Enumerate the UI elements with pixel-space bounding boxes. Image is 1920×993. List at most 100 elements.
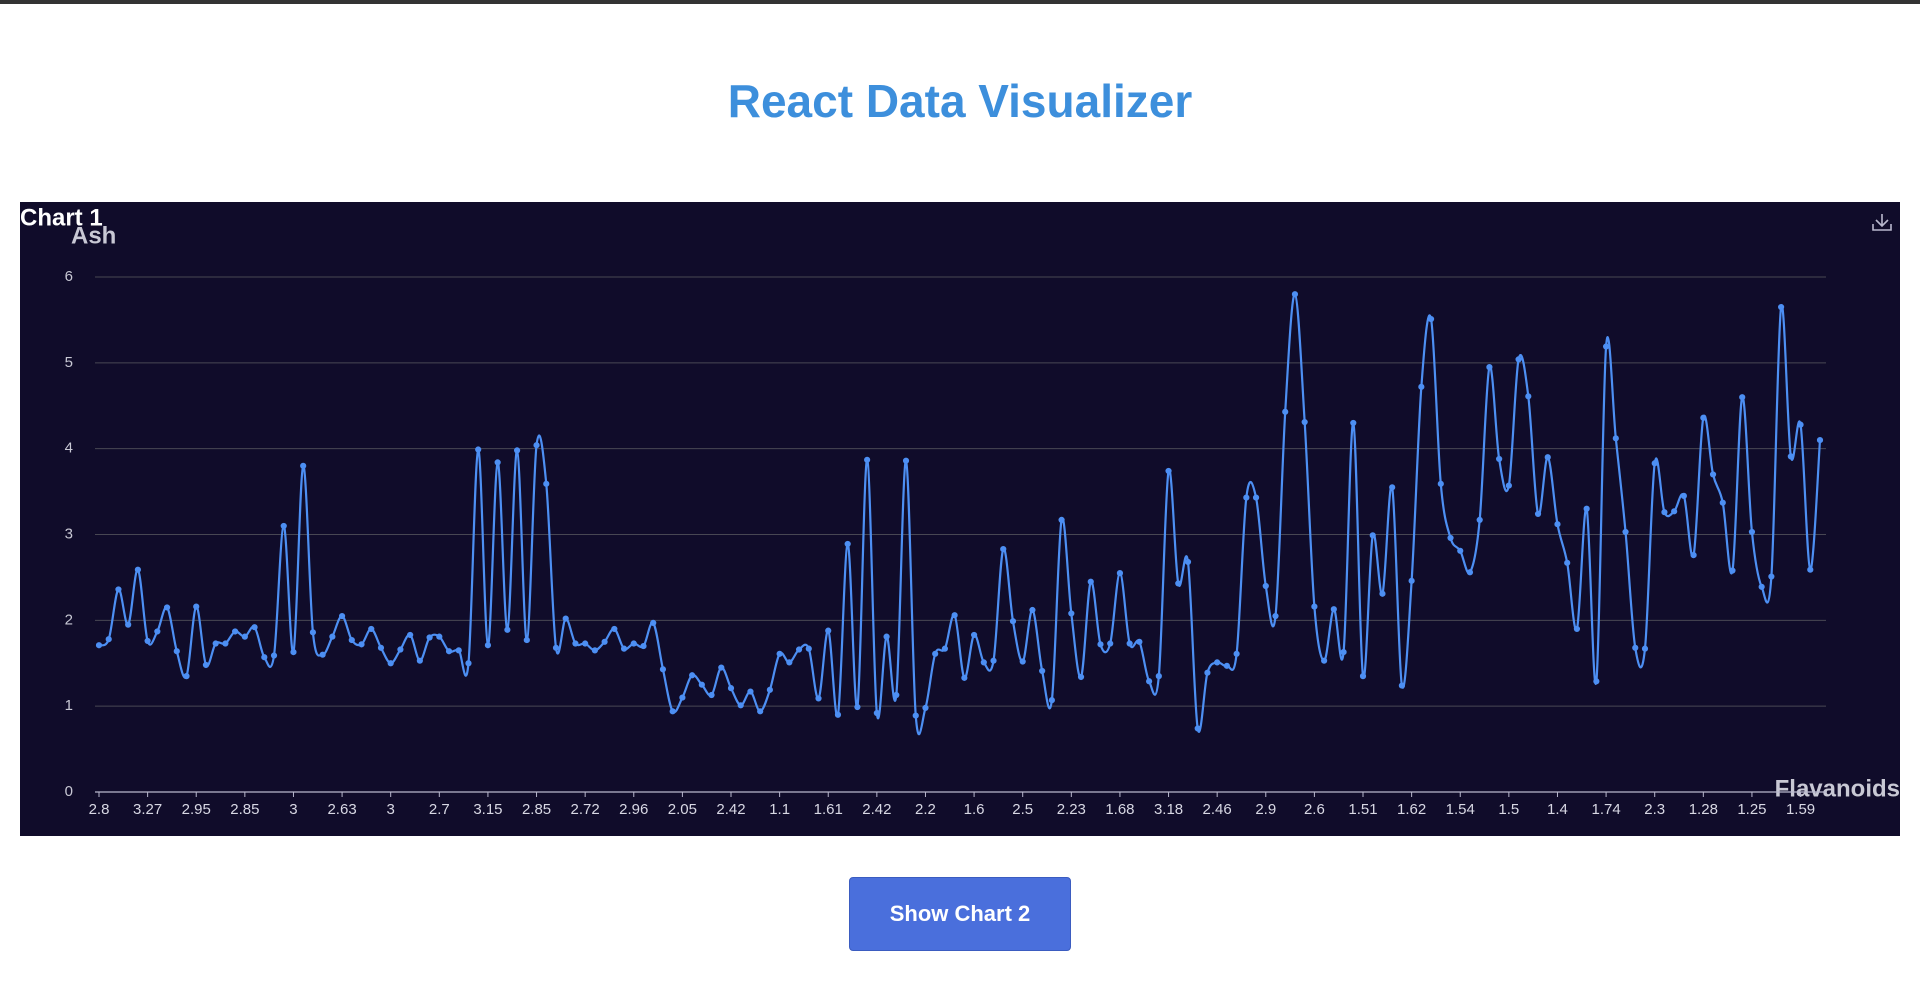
- data-point: [698, 681, 705, 688]
- data-point: [1612, 435, 1619, 442]
- x-axis-name: Flavanoids: [1775, 775, 1900, 802]
- data-point: [611, 625, 618, 633]
- data-point: [1321, 657, 1328, 664]
- data-point: [1544, 454, 1551, 461]
- data-point: [1077, 673, 1085, 681]
- data-point: [125, 621, 132, 628]
- data-point: [1252, 494, 1260, 501]
- data-point: [300, 462, 307, 469]
- top-bar: [0, 0, 1920, 4]
- data-point: [1816, 436, 1824, 444]
- data-point: [572, 640, 579, 647]
- data-point: [1700, 414, 1707, 421]
- data-point: [1505, 482, 1512, 489]
- data-point: [1496, 455, 1503, 463]
- x-tick-label: 2.63: [327, 801, 356, 818]
- data-point: [1641, 645, 1649, 652]
- data-point: [1000, 545, 1007, 553]
- data-point: [961, 674, 968, 681]
- data-point: [883, 633, 890, 640]
- data-point: [1107, 640, 1114, 647]
- data-point: [854, 703, 861, 711]
- data-point: [1651, 460, 1658, 467]
- data-point: [757, 708, 764, 715]
- data-point: [95, 642, 103, 649]
- x-tick-label: 2.42: [862, 801, 891, 818]
- y-tick-label: 6: [65, 268, 73, 285]
- x-tick-label: 1.61: [814, 801, 843, 818]
- data-point: [533, 442, 540, 449]
- data-point: [1039, 667, 1046, 675]
- x-tick-label: 2.95: [182, 801, 211, 818]
- x-tick-label: 2.8: [89, 801, 110, 818]
- data-point: [1797, 421, 1804, 428]
- download-icon[interactable]: [1872, 214, 1892, 231]
- data-point: [416, 657, 423, 664]
- data-point: [1369, 532, 1376, 539]
- data-point: [309, 629, 317, 636]
- x-tick-label: 1.54: [1446, 801, 1475, 818]
- data-point: [951, 612, 958, 619]
- data-point: [1272, 612, 1279, 620]
- chart: Chart 1 Ash Flavanoids 0 1 2 3 4 5 6 2.8 3.27 2.9…: [20, 204, 1900, 818]
- y-tick-label: 2: [65, 611, 73, 628]
- x-tick-label: 1.28: [1689, 801, 1718, 818]
- data-point: [970, 631, 978, 639]
- data-point: [1330, 606, 1337, 613]
- x-tick-label: 1.62: [1397, 801, 1426, 818]
- x-tick-label: 1.6: [964, 801, 985, 818]
- data-point: [251, 624, 258, 631]
- data-point: [1126, 640, 1133, 647]
- data-point: [1097, 641, 1104, 648]
- data-point: [1194, 725, 1201, 732]
- x-tick-label: 3.18: [1154, 801, 1183, 818]
- x-tick-label: 2.3: [1644, 801, 1665, 818]
- data-point: [864, 456, 871, 463]
- data-point: [1155, 673, 1162, 680]
- data-point: [1048, 697, 1055, 704]
- data-point: [1427, 315, 1435, 323]
- data-point: [1233, 650, 1240, 657]
- data-point: [1009, 618, 1017, 625]
- show-chart-button[interactable]: Show Chart 2: [849, 877, 1071, 951]
- x-tick-label: 1.74: [1591, 801, 1620, 818]
- data-point: [105, 636, 112, 643]
- data-point: [766, 686, 773, 693]
- data-point: [805, 645, 812, 652]
- y-tick-label: 0: [65, 783, 73, 800]
- data-point: [601, 638, 608, 645]
- data-point: [689, 672, 696, 679]
- data-point: [659, 666, 667, 673]
- data-point: [1184, 558, 1192, 566]
- data-point: [873, 709, 880, 717]
- data-point: [338, 612, 346, 620]
- page-title: React Data Visualizer: [727, 75, 1193, 127]
- data-point: [1447, 534, 1454, 542]
- data-point: [1476, 516, 1483, 524]
- data-point: [1301, 418, 1308, 426]
- data-point: [1165, 467, 1172, 475]
- data-point: [1068, 610, 1075, 617]
- y-tick-label: 4: [65, 440, 73, 457]
- data-point: [319, 651, 326, 658]
- x-tick-label: 2.5: [1012, 801, 1033, 818]
- data-point: [1593, 678, 1600, 685]
- data-line: [98, 293, 1822, 736]
- x-tick-label: 2.6: [1304, 801, 1325, 818]
- data-point: [776, 650, 783, 657]
- data-point: [1807, 566, 1814, 573]
- chart-container: Chart 1 Ash Flavanoids 0 1 2 3 4 5 6 2.8 3.27 2.9…: [20, 202, 1900, 836]
- x-tick-label: 2.46: [1203, 801, 1232, 818]
- data-point: [1389, 484, 1396, 491]
- x-tick-label: 2.7: [429, 801, 450, 818]
- data-point: [1175, 580, 1182, 587]
- data-point: [1525, 393, 1532, 400]
- data-point: [1029, 606, 1036, 614]
- download-glyph[interactable]: [1872, 214, 1892, 231]
- data-point: [1087, 578, 1094, 585]
- data-point: [1204, 669, 1211, 676]
- data-point: [1223, 662, 1230, 669]
- data-point: [241, 633, 248, 640]
- data-point: [941, 645, 949, 652]
- data-point: [1486, 364, 1493, 371]
